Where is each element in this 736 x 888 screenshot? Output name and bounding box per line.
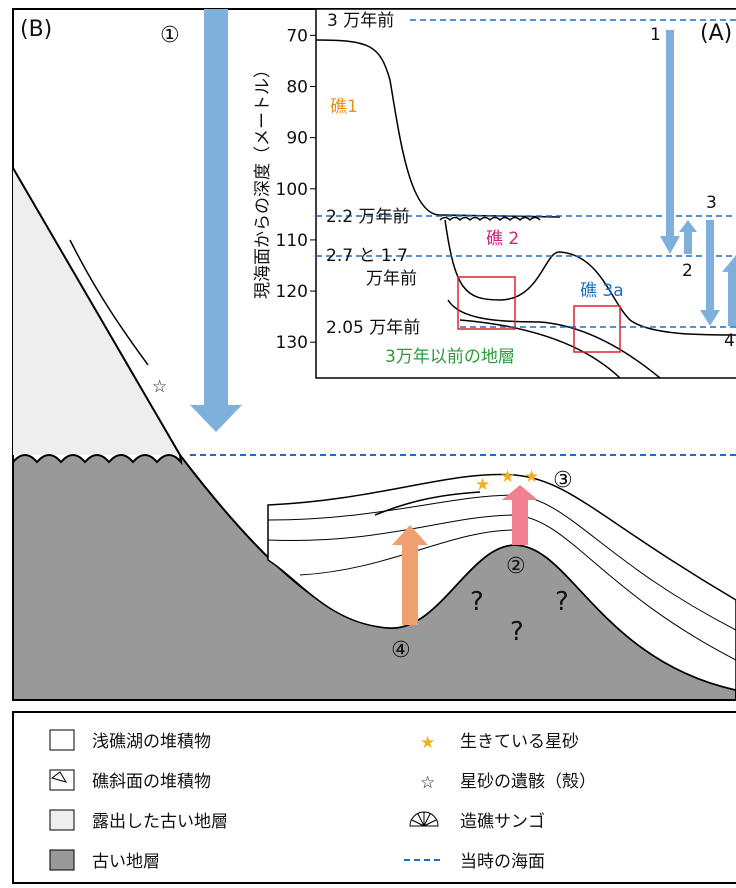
legend-label: 当時の海面 [460, 852, 545, 872]
tick-label: 90 [286, 129, 308, 149]
reef-3a [444, 219, 736, 336]
unknown: ? [510, 617, 524, 647]
time-label: 2.2 万年前 [326, 207, 409, 227]
level-arrows [660, 30, 736, 326]
reef-label: 礁 2 [486, 229, 519, 249]
legend-label: 星砂の遺骸（殻） [460, 772, 596, 792]
swatch: ☆ [420, 773, 435, 793]
time-label: 2.7 と 1.7 [326, 246, 408, 266]
arrow-label: ② [506, 554, 526, 579]
arrow-number: 4 [724, 331, 735, 351]
axis-label: 現海面からの深度（メートル） [253, 61, 273, 299]
strata-curve [447, 299, 661, 379]
slope-line [12, 167, 181, 456]
legend-label: 礁斜面の堆積物 [92, 772, 211, 792]
legend-label: 古い地層 [92, 852, 160, 872]
transport-arrow [374, 491, 481, 516]
tick-label: 120 [276, 282, 308, 302]
star-live: ★ [524, 467, 539, 487]
unknown: ? [555, 587, 569, 617]
panel-b-label: (B) [20, 17, 52, 42]
swatch [49, 729, 75, 751]
sediment [267, 473, 736, 691]
arrow-number: 3 [706, 193, 717, 213]
time-label: 万年前 [366, 269, 417, 289]
highlight [457, 276, 516, 330]
time-label: 3 万年前 [327, 11, 394, 31]
unknown: ? [470, 587, 484, 617]
arrow-1 [190, 9, 242, 432]
legend-label: 造礁サンゴ [460, 811, 545, 832]
highlight [573, 305, 621, 353]
arrow-4 [392, 525, 428, 625]
star-live: ★ [500, 467, 515, 487]
reef-curve [315, 39, 561, 218]
panel-a-label: (A) [700, 21, 732, 46]
legend-label: 浅礁湖の堆積物 [92, 732, 211, 752]
star-dead: ☆ [152, 377, 167, 397]
reef-label: 礁1 [330, 97, 358, 117]
reef-label: 礁 3a [580, 281, 624, 301]
legend-label: 生きている星砂 [460, 732, 579, 752]
swatch [49, 769, 75, 791]
drift-arrow [69, 239, 149, 366]
swatch-pattern [50, 771, 68, 783]
panel-a: (A) 現海面からの深度（メートル） 3 万年前 2.2 万年前 2.7 と 1… [253, 8, 736, 379]
star-live: ★ [475, 475, 490, 495]
arrow-2 [502, 485, 538, 545]
tick-label: 70 [286, 26, 308, 46]
legend-frame [12, 711, 736, 884]
tick-label: 130 [276, 333, 308, 353]
swatch [49, 849, 75, 871]
reef-2-top [439, 216, 541, 222]
swatch [49, 809, 75, 831]
tick-label: 80 [286, 77, 308, 97]
arrow-label: ③ [553, 468, 573, 493]
tick-label: 100 [276, 180, 308, 200]
time-label: 2.05 万年前 [326, 318, 420, 338]
arrow-number: 1 [650, 25, 661, 45]
legend-label: 露出した古い地層 [92, 812, 228, 832]
strata-label: 3万年以前の地層 [385, 347, 515, 367]
arrow-number: 2 [682, 261, 693, 281]
arrow-label: ① [160, 23, 180, 48]
swatch [409, 811, 439, 827]
tick-label: 110 [276, 231, 308, 251]
arrow-label: ④ [391, 638, 411, 663]
swatch: ★ [420, 733, 435, 753]
